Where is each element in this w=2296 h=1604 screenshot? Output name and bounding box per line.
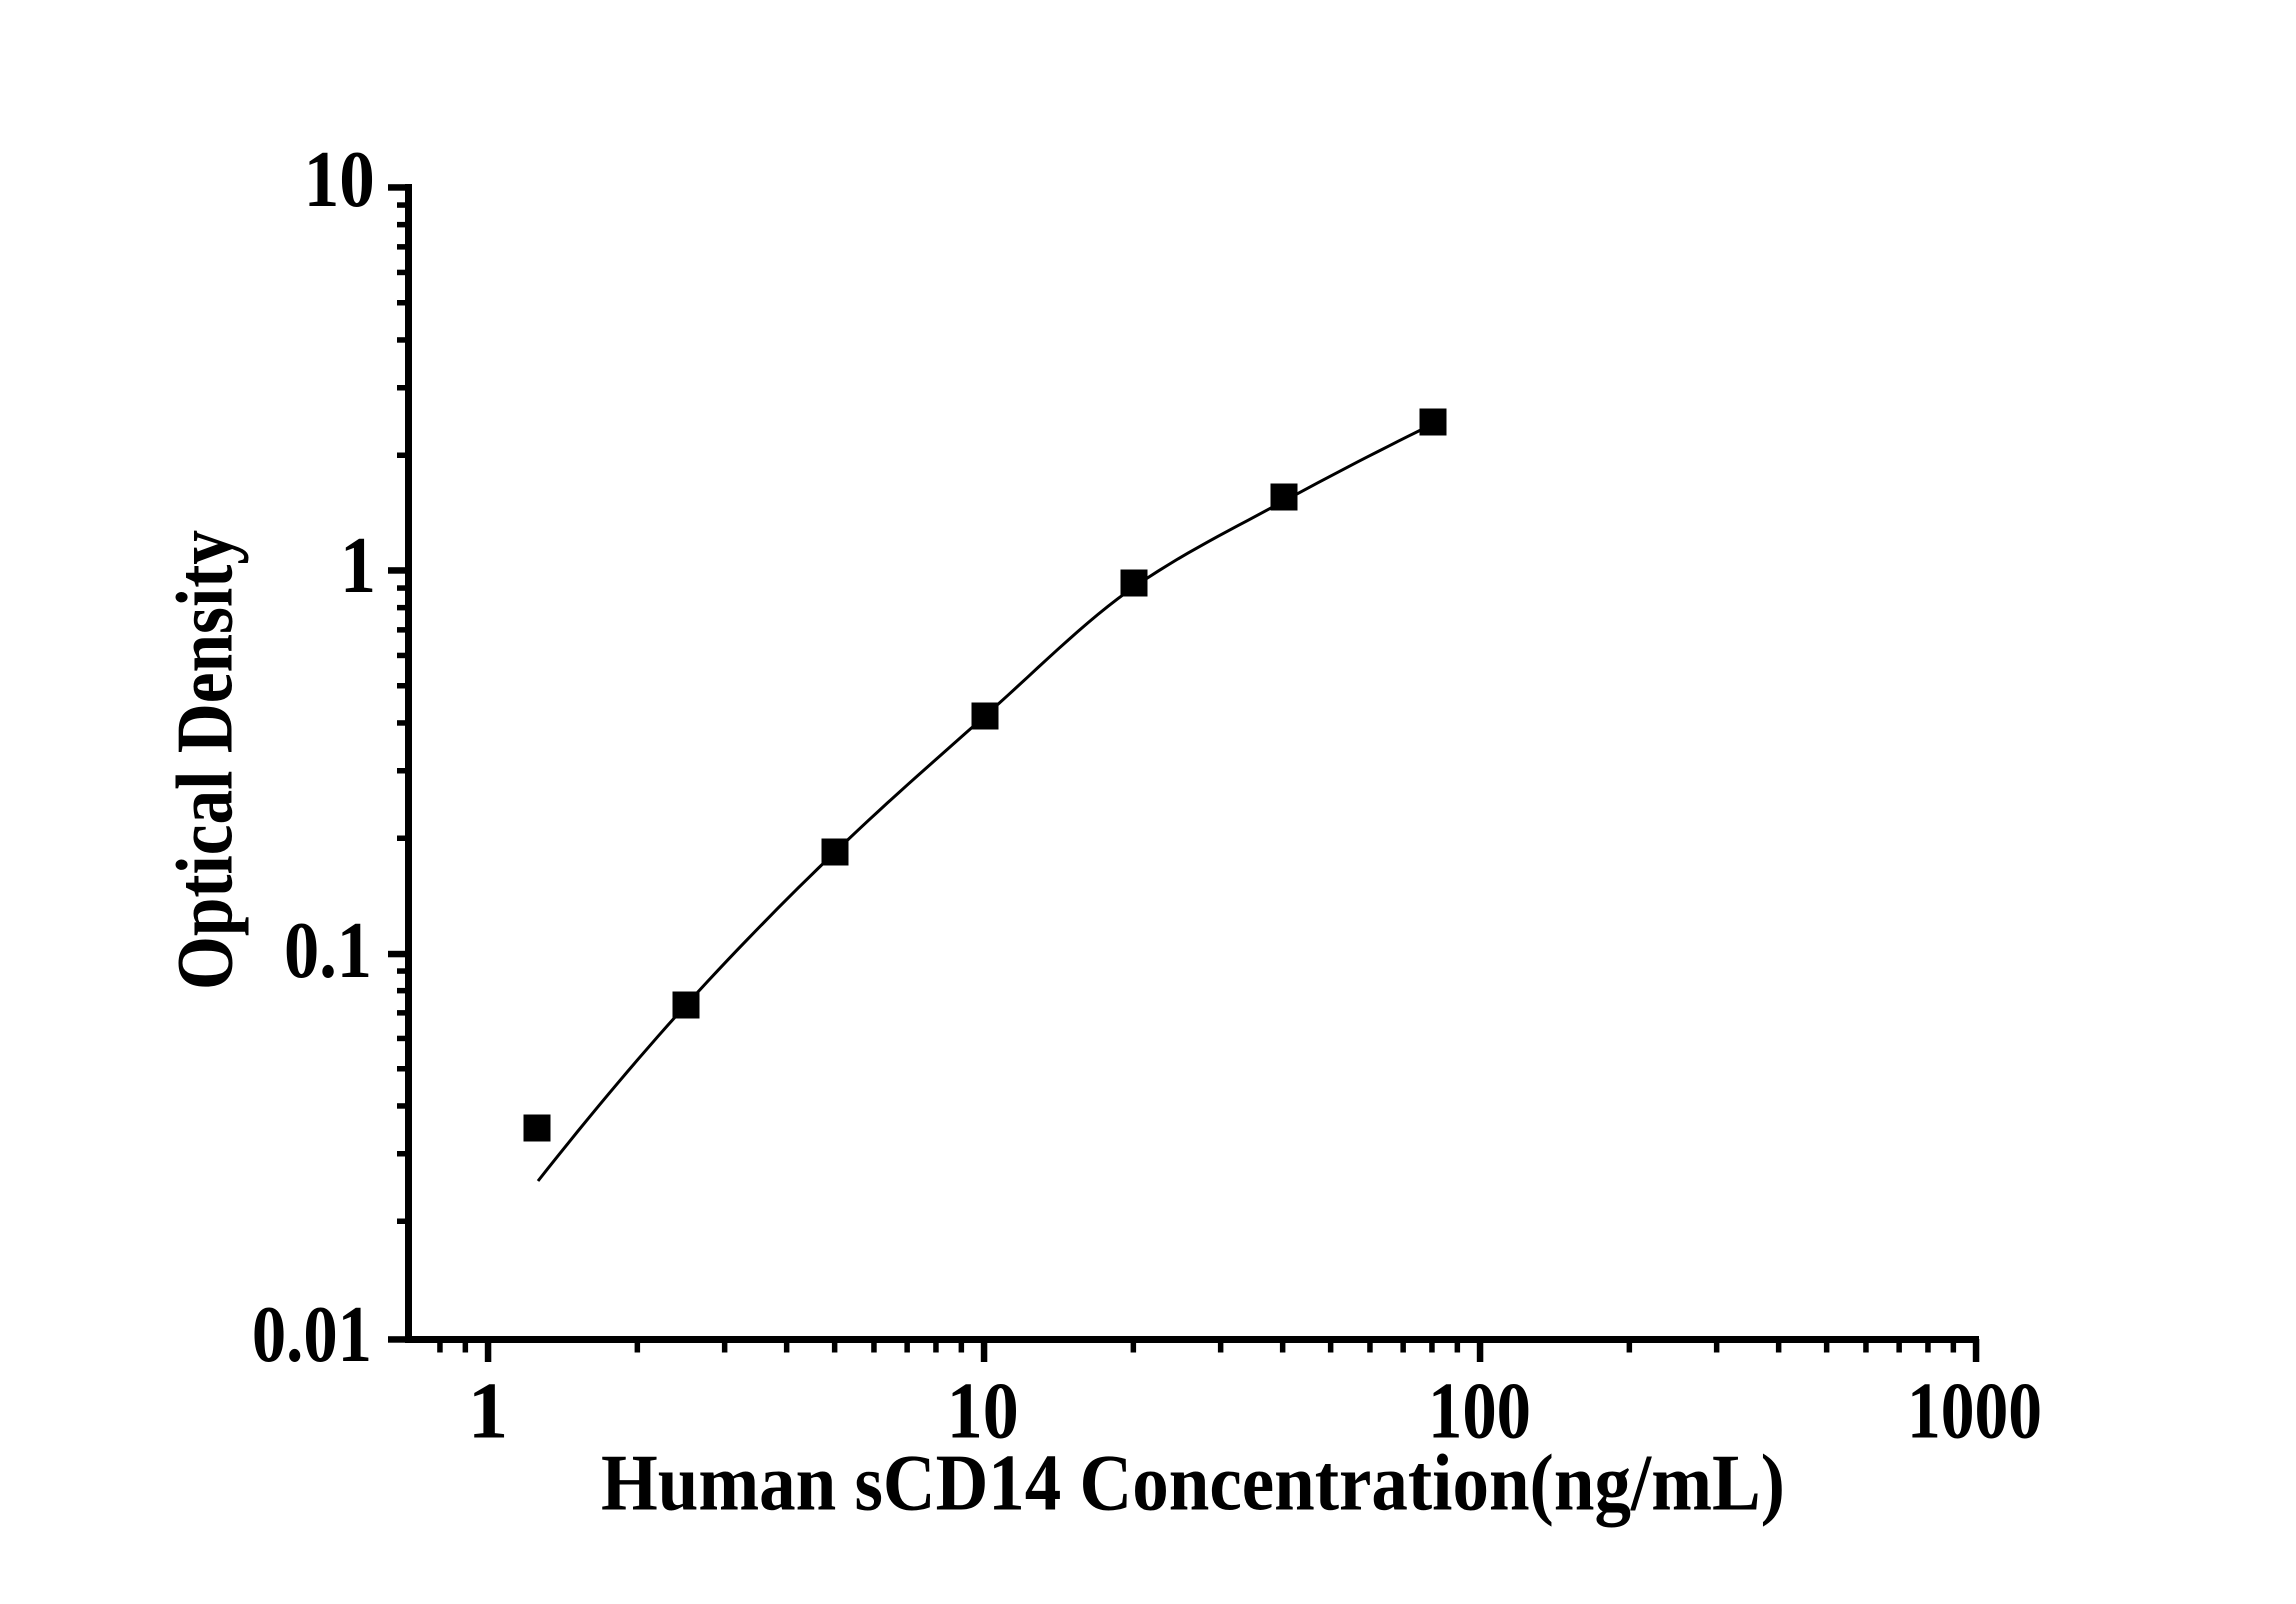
svg-text:Optical Density: Optical Density [160,530,250,990]
svg-text:Human sCD14 Concentration(ng/m: Human sCD14 Concentration(ng/mL) [601,1438,1785,1528]
svg-text:0.01: 0.01 [252,1289,372,1379]
svg-text:1: 1 [340,520,376,610]
svg-text:0.1: 0.1 [284,905,372,995]
svg-text:10: 10 [947,1366,1019,1456]
svg-text:1: 1 [468,1366,509,1456]
svg-text:10: 10 [304,134,375,224]
svg-text:100: 100 [1428,1366,1531,1456]
svg-text:1000: 1000 [1907,1366,2042,1456]
